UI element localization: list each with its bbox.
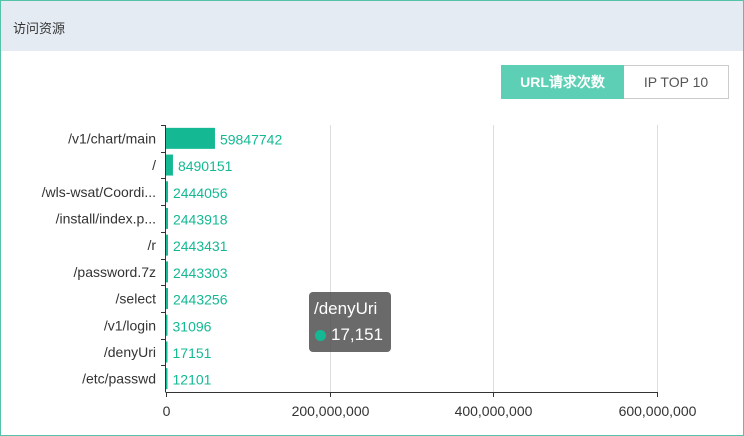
data-label: 2443303 xyxy=(173,265,228,281)
tooltip-title: /denyUri xyxy=(314,299,378,318)
y-tick-label: /password.7z xyxy=(74,264,156,280)
data-label: 59847742 xyxy=(220,131,283,147)
data-label: 12101 xyxy=(173,372,212,388)
data-label: 31096 xyxy=(173,318,212,334)
bar xyxy=(166,154,173,176)
bar xyxy=(166,368,168,390)
tooltip-series-dot xyxy=(315,330,326,341)
tab-url-requests[interactable]: URL请求次数 xyxy=(501,65,624,99)
y-tick-label: /denyUri xyxy=(104,344,156,360)
data-label: 2443256 xyxy=(173,292,228,308)
x-tick-label: 200,000,000 xyxy=(292,403,370,419)
x-tick-label: 400,000,000 xyxy=(455,403,533,419)
metric-tabs: URL请求次数 IP TOP 10 xyxy=(501,65,729,99)
bar xyxy=(166,314,168,336)
bar xyxy=(166,288,168,310)
x-tick-label: 600,000,000 xyxy=(619,403,697,419)
bar xyxy=(166,341,168,363)
tooltip-value: 17,151 xyxy=(331,325,383,344)
data-label: 2443431 xyxy=(173,238,228,254)
y-tick-label: /wls-wsat/Coordi... xyxy=(42,184,156,200)
y-tick-label: / xyxy=(152,157,156,173)
data-label: 8490151 xyxy=(178,158,233,174)
y-tick-label: /etc/passwd xyxy=(82,371,156,387)
bar xyxy=(166,127,215,149)
x-tick-label: 0 xyxy=(163,403,171,419)
panel-header: 访问资源 xyxy=(1,1,743,51)
bar xyxy=(166,234,168,256)
tab-ip-top10[interactable]: IP TOP 10 xyxy=(624,65,729,99)
y-tick-label: /v1/login xyxy=(104,317,156,333)
panel-title: 访问资源 xyxy=(13,21,66,36)
y-tick-label: /r xyxy=(147,237,156,253)
data-label: 2443918 xyxy=(173,211,228,227)
bar xyxy=(166,207,168,229)
bar xyxy=(166,181,169,203)
data-label: 17151 xyxy=(173,345,212,361)
bar xyxy=(166,261,168,283)
y-tick-label: /install/index.p... xyxy=(56,210,156,226)
y-tick-label: /v1/chart/main xyxy=(68,130,156,146)
y-tick-label: /select xyxy=(116,291,157,307)
data-label: 2444056 xyxy=(173,185,228,201)
chart-tooltip: /denyUri 17,151 xyxy=(309,292,391,352)
